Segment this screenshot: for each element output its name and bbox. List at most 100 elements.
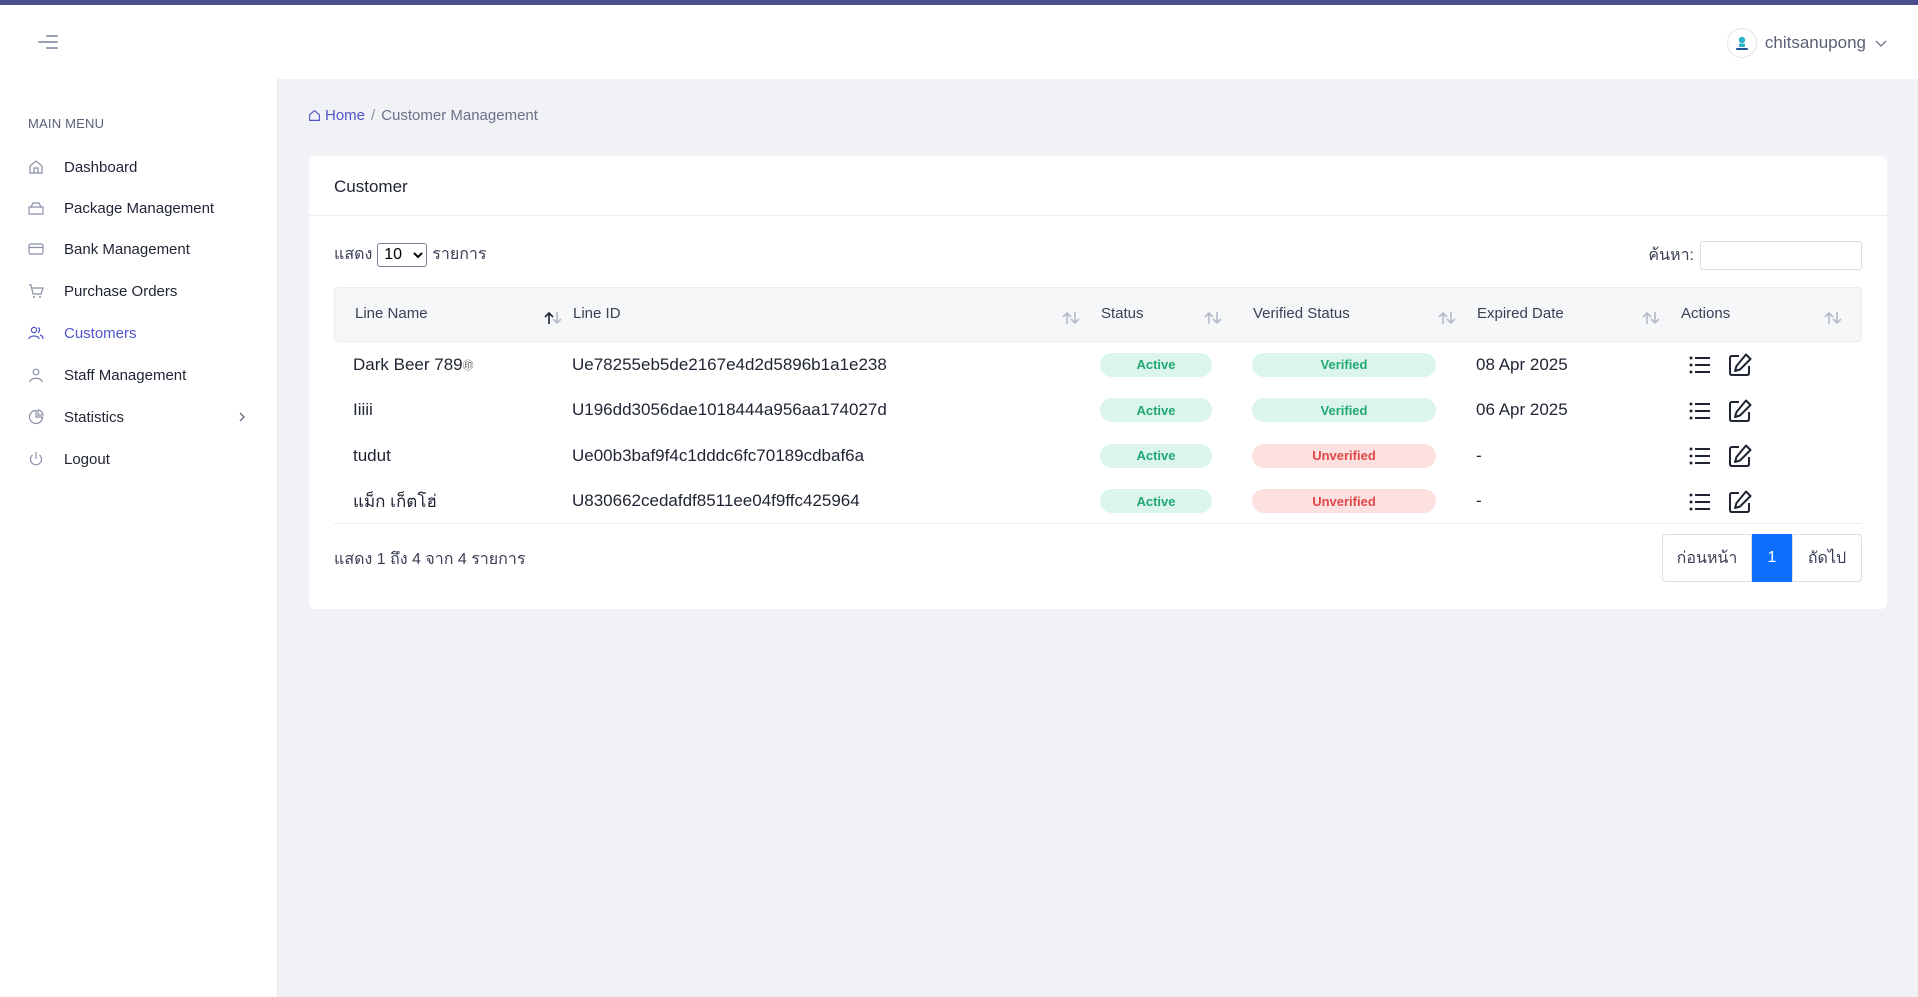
edit-icon[interactable] xyxy=(1727,489,1753,515)
sidebar-item-package-management[interactable]: Package Management xyxy=(0,189,278,227)
cell-verified-status: Unverified xyxy=(1252,433,1436,479)
line-name-text: Iiiii xyxy=(353,400,373,420)
list-icon[interactable] xyxy=(1687,443,1713,469)
verified-badge: Verified xyxy=(1252,398,1436,423)
chevron-right-icon xyxy=(239,412,245,422)
sort-icon xyxy=(1204,311,1222,325)
avatar xyxy=(1726,28,1757,58)
length-prefix: แสดง xyxy=(334,246,373,263)
sidebar-item-logout[interactable]: Logout xyxy=(0,440,278,478)
sidebar-item-label: Customers xyxy=(64,324,137,342)
customer-card: Customer แสดง 10 รายการ ค้นหา: Line Name… xyxy=(309,156,1887,609)
power-icon xyxy=(29,452,43,466)
sort-icon xyxy=(1824,311,1842,325)
cell-line-id: U830662cedafdf8511ee04f9ffc425964 xyxy=(572,491,860,511)
verified-badge: Verified xyxy=(1252,352,1436,377)
sidebar-item-label: Statistics xyxy=(64,408,125,426)
avatar-logo-icon xyxy=(1735,36,1748,50)
column-header-actions[interactable]: Actions xyxy=(1681,288,1863,343)
breadcrumb-home-link[interactable]: Home xyxy=(308,107,365,124)
column-header-line-name[interactable]: Line Name xyxy=(335,288,573,343)
cell-status: Active xyxy=(1100,342,1212,388)
table-row: tudut Ue00b3baf9f4c1dddc6fc70189cdbaf6a Ac… xyxy=(334,433,1862,479)
status-badge: Active xyxy=(1100,489,1212,514)
sidebar-item-bank-management[interactable]: Bank Management xyxy=(0,230,278,268)
verified-badge: Unverified xyxy=(1252,489,1436,514)
cell-line-id: U196dd3056dae1018444a956aa174027d xyxy=(572,400,887,420)
sidebar-item-staff-management[interactable]: Staff Management xyxy=(0,356,278,394)
credit-card-icon xyxy=(28,243,44,255)
column-header-verified-status[interactable]: Verified Status xyxy=(1253,288,1477,343)
line-name-text: tudut xyxy=(353,445,391,465)
sidebar-item-label: Bank Management xyxy=(64,240,190,258)
cell-line-name: Dark Beer 789 ㊞ xyxy=(353,342,474,388)
cell-verified-status: Verified xyxy=(1252,388,1436,434)
cell-actions xyxy=(1680,388,1862,434)
sidebar-item-label: Dashboard xyxy=(64,158,138,176)
table-body: Dark Beer 789 ㊞ Ue78255eb5de2167e4d2d5896b… xyxy=(334,342,1862,524)
column-header-expired-date[interactable]: Expired Date xyxy=(1477,288,1681,343)
sidebar-section-title: MAIN MENU xyxy=(28,116,105,131)
edit-icon[interactable] xyxy=(1727,443,1753,469)
sidebar-item-label: Logout xyxy=(64,450,110,468)
customer-table: Line Name Line ID Status xyxy=(334,287,1862,524)
top-header: chitsanupong xyxy=(0,5,1918,79)
breadcrumb-home-label: Home xyxy=(325,107,366,124)
cell-expired-date: 06 Apr 2025 xyxy=(1476,400,1568,420)
list-icon[interactable] xyxy=(1687,398,1713,424)
list-icon[interactable] xyxy=(1687,352,1713,378)
cell-line-name: แม็ก เก็ตโฮ่ xyxy=(353,479,437,525)
search-input[interactable] xyxy=(1700,241,1862,270)
table-row: Iiiii U196dd3056dae1018444a956aa174027d Ac… xyxy=(334,388,1862,434)
sidebar-item-statistics[interactable]: Statistics xyxy=(0,398,278,436)
menu-toggle-icon[interactable] xyxy=(38,33,58,51)
cell-actions xyxy=(1680,342,1862,388)
line-name-suffix: ㊞ xyxy=(462,359,474,372)
page-length-control: แสดง 10 รายการ xyxy=(334,242,487,267)
pagination-prev-button[interactable]: ก่อนหน้า xyxy=(1662,534,1752,582)
edit-icon[interactable] xyxy=(1727,398,1753,424)
sidebar-item-dashboard[interactable]: Dashboard xyxy=(0,148,278,186)
pagination-page-button[interactable]: 1 xyxy=(1752,534,1792,582)
length-suffix: รายการ xyxy=(432,246,487,263)
cell-expired-date: - xyxy=(1476,491,1482,511)
column-header-status[interactable]: Status xyxy=(1101,288,1253,343)
breadcrumb-separator: / xyxy=(371,107,376,124)
sort-icon xyxy=(1438,311,1456,325)
edit-icon[interactable] xyxy=(1727,352,1753,378)
cell-actions xyxy=(1680,479,1862,525)
home-icon xyxy=(309,109,320,121)
cell-line-id: Ue78255eb5de2167e4d2d5896b1a1e238 xyxy=(572,354,887,374)
status-badge: Active xyxy=(1100,443,1212,468)
breadcrumb: Home / Customer Management xyxy=(308,107,538,124)
cell-verified-status: Unverified xyxy=(1252,479,1436,525)
cell-status: Active xyxy=(1100,479,1212,525)
card-title: Customer xyxy=(334,177,408,196)
sidebar-item-customers[interactable]: Customers xyxy=(0,314,278,352)
line-name-text: แม็ก เก็ตโฮ่ xyxy=(353,491,437,511)
sidebar: MAIN MENU Dashboard Package Management B… xyxy=(0,79,278,997)
verified-badge: Unverified xyxy=(1252,443,1436,468)
table-row: แม็ก เก็ตโฮ่ U830662cedafdf8511ee04f9ffc4… xyxy=(334,479,1862,525)
card-header: Customer xyxy=(309,156,1887,216)
cell-status: Active xyxy=(1100,433,1212,479)
cell-line-id: Ue00b3baf9f4c1dddc6fc70189cdbaf6a xyxy=(572,445,865,465)
column-header-line-id[interactable]: Line ID xyxy=(573,288,1101,343)
page-length-select[interactable]: 10 xyxy=(377,242,428,267)
pagination: ก่อนหน้า 1 ถัดไป xyxy=(1662,534,1862,582)
user-menu[interactable]: chitsanupong xyxy=(1726,27,1888,59)
sidebar-item-purchase-orders[interactable]: Purchase Orders xyxy=(0,272,278,310)
sort-icon xyxy=(1062,311,1080,325)
home-icon xyxy=(29,160,43,174)
cart-icon xyxy=(29,284,44,298)
cell-status: Active xyxy=(1100,388,1212,434)
pagination-next-button[interactable]: ถัดไป xyxy=(1792,534,1862,582)
username: chitsanupong xyxy=(1764,33,1866,52)
cell-line-name: Iiiii xyxy=(353,388,373,434)
pie-chart-icon xyxy=(28,409,44,425)
table-info: แสดง 1 ถึง 4 จาก 4 รายการ xyxy=(334,551,526,568)
user-icon xyxy=(29,368,43,383)
sidebar-item-label: Package Management xyxy=(64,199,215,217)
list-icon[interactable] xyxy=(1687,489,1713,515)
cell-expired-date: - xyxy=(1476,445,1482,465)
